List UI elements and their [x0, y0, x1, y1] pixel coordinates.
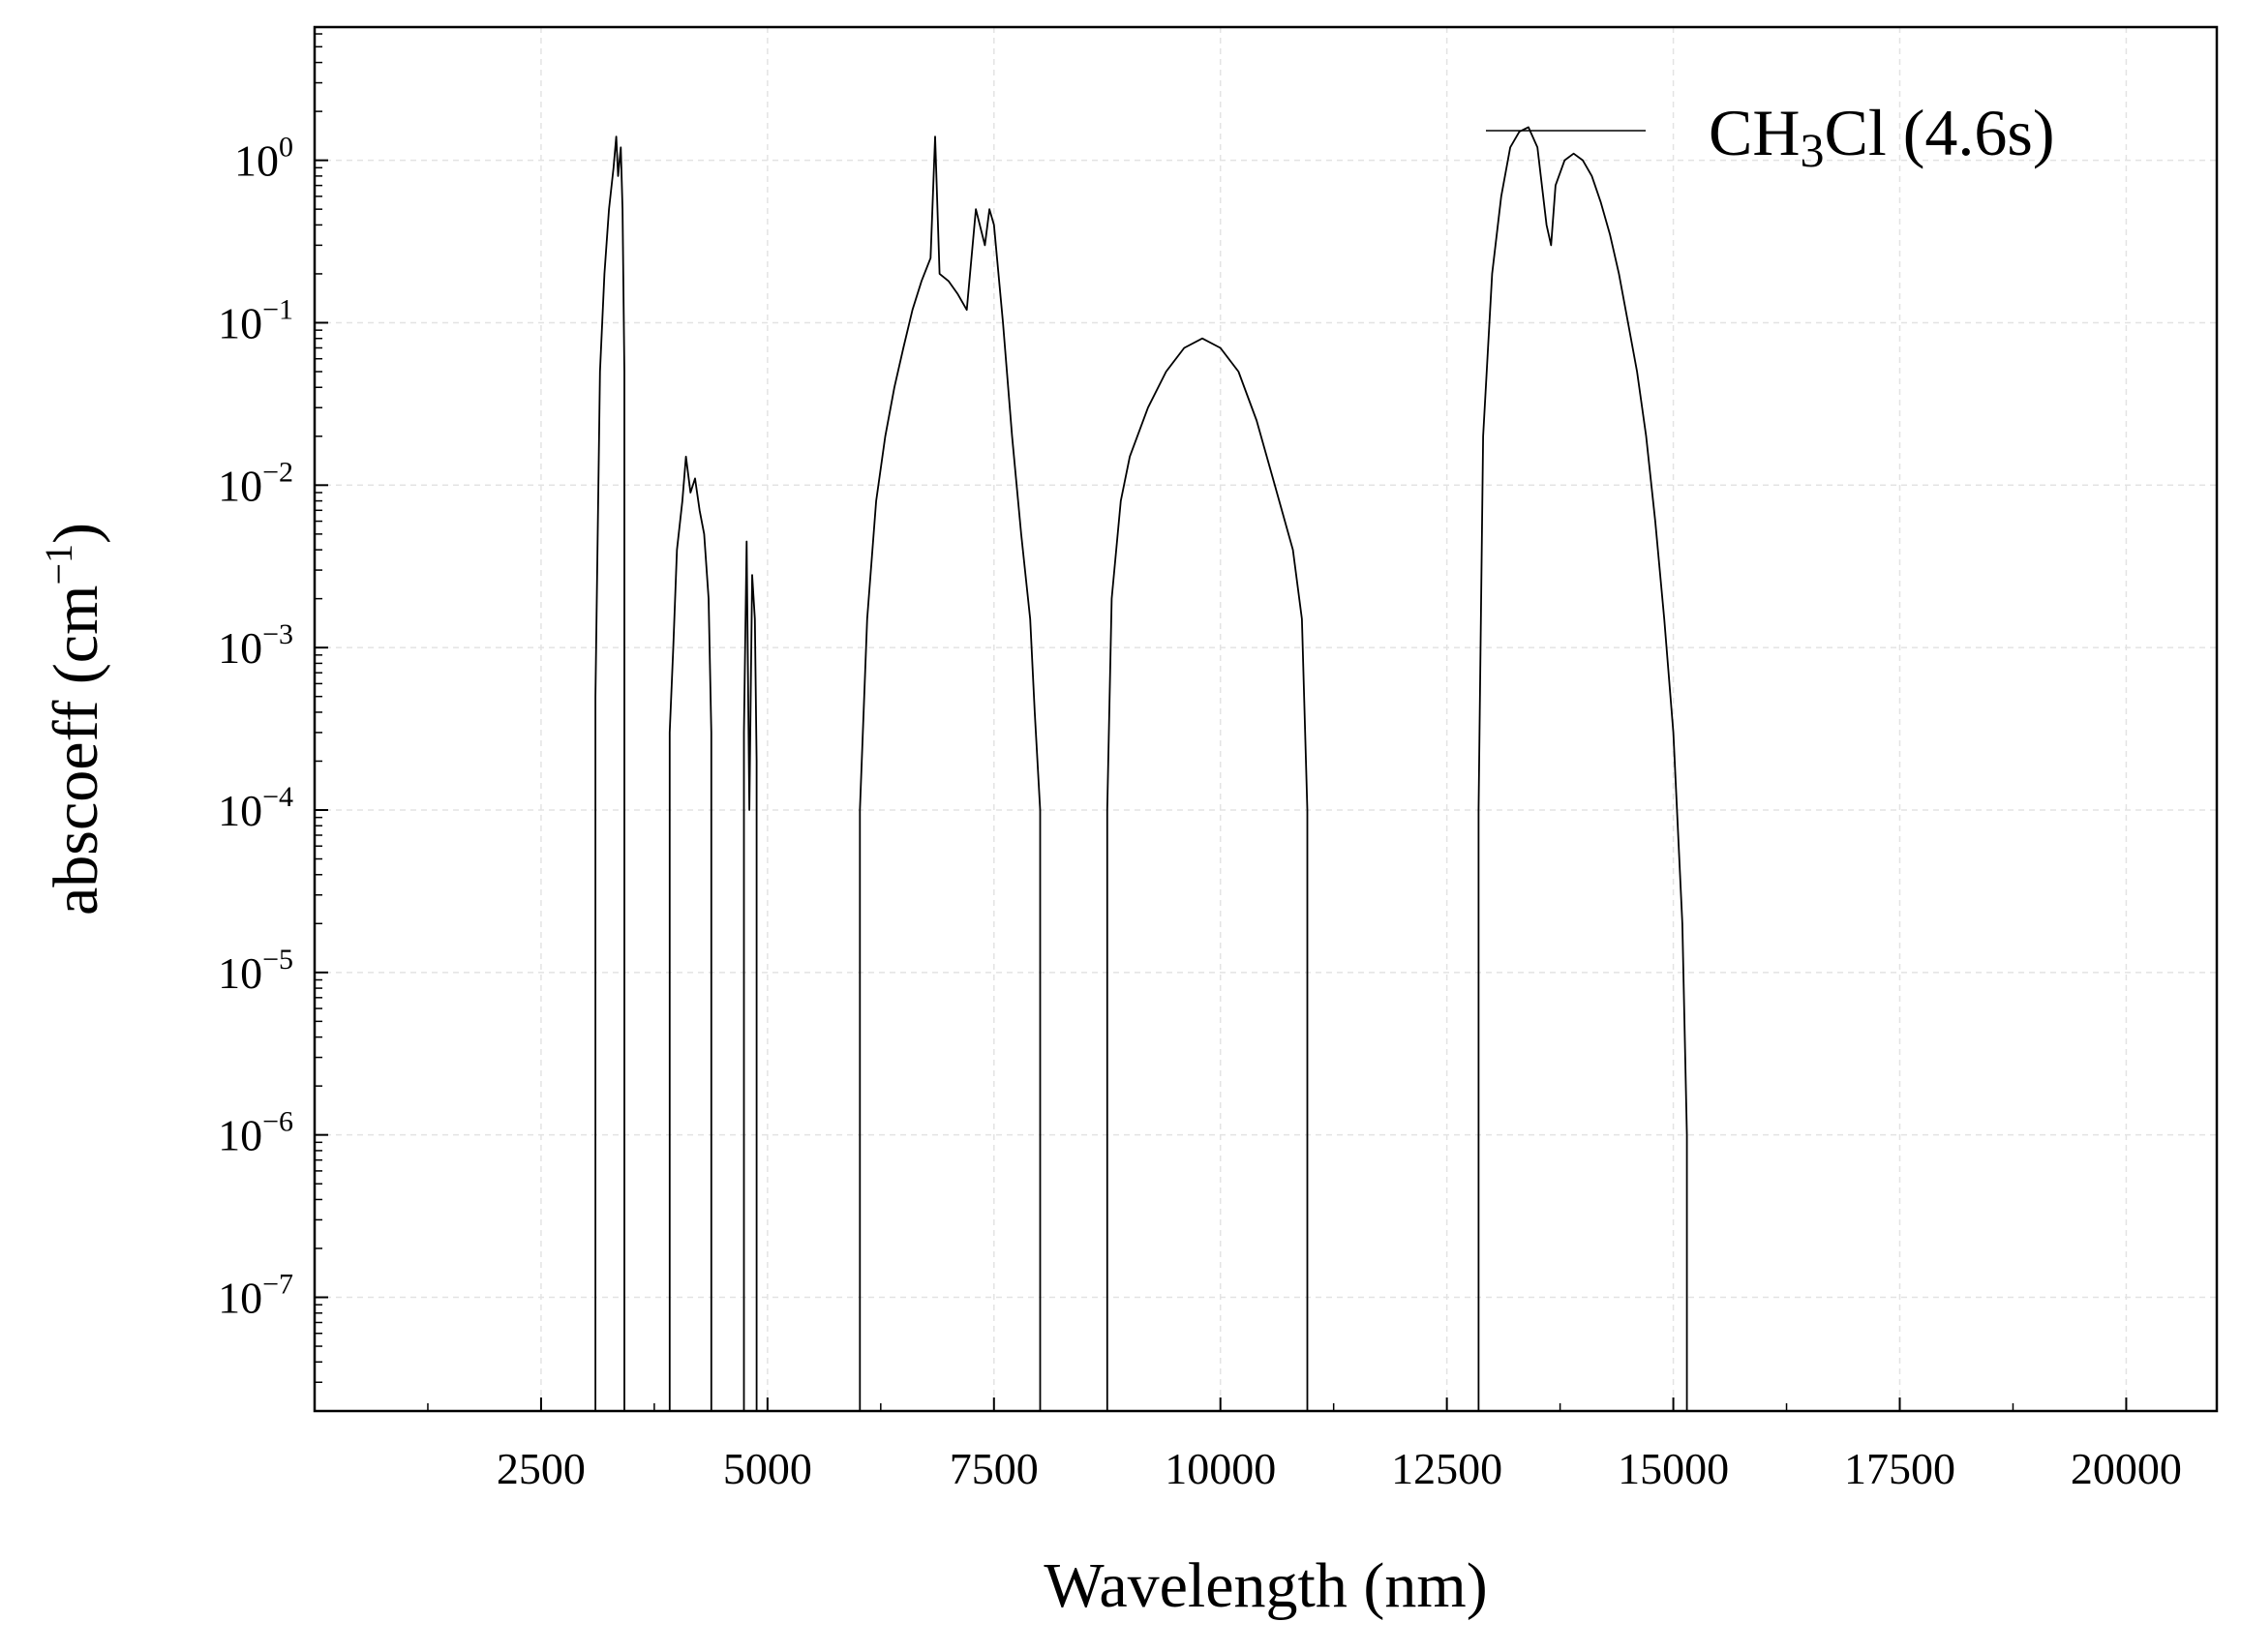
spectrum-band — [1105, 337, 1309, 1411]
legend-entry-label: CH3Cl (4.6s) — [1709, 96, 2054, 177]
axis-ticks — [315, 33, 2128, 1412]
y-tick-label: 10−1 — [218, 293, 293, 347]
x-tick-label: 20000 — [2071, 1444, 2182, 1493]
y-tick-label: 100 — [234, 132, 293, 186]
x-axis-title: Wavelength (nm) — [1044, 1550, 1487, 1621]
tick-labels: 2500 5000 7500 10000 12500 15000 17500 20000 100… — [218, 132, 2182, 1493]
plot-area-frame — [313, 25, 2219, 1413]
y-axis-title-close: ) — [41, 523, 111, 544]
legend-label-subscript: 3 — [1800, 123, 1824, 177]
y-axis-title: abscoeff (cm−1) — [37, 523, 111, 916]
y-tick-label: 10−7 — [218, 1269, 293, 1323]
x-tick-label: 12500 — [1391, 1444, 1502, 1493]
x-tick-label: 5000 — [723, 1444, 812, 1493]
x-tick-label: 2500 — [497, 1444, 586, 1493]
y-tick-label: 10−4 — [218, 781, 293, 835]
y-tick-label: 10−6 — [218, 1106, 293, 1160]
spectrum-band — [1477, 126, 1688, 1411]
y-axis-title-main: abscoeff (cm — [41, 586, 111, 916]
spectrum-band — [859, 135, 1042, 1411]
y-tick-label: 10−5 — [218, 944, 293, 998]
spectrum-band — [668, 455, 712, 1411]
x-tick-label: 10000 — [1165, 1444, 1276, 1493]
legend-label-main: CH — [1709, 96, 1800, 169]
x-tick-label: 17500 — [1844, 1444, 1955, 1493]
y-axis-title-superscript: −1 — [37, 544, 80, 586]
x-tick-label: 15000 — [1618, 1444, 1729, 1493]
spectrum-band — [742, 540, 758, 1411]
grid — [315, 27, 2217, 1411]
y-tick-label: 10−2 — [218, 456, 293, 510]
spectrum-band — [594, 135, 625, 1411]
spectrum-series — [594, 126, 1688, 1411]
x-tick-label: 7500 — [950, 1444, 1039, 1493]
legend: CH3Cl (4.6s) — [1486, 96, 2054, 177]
y-tick-label: 10−3 — [218, 618, 293, 673]
legend-label-rest: Cl (4.6s) — [1824, 96, 2054, 169]
